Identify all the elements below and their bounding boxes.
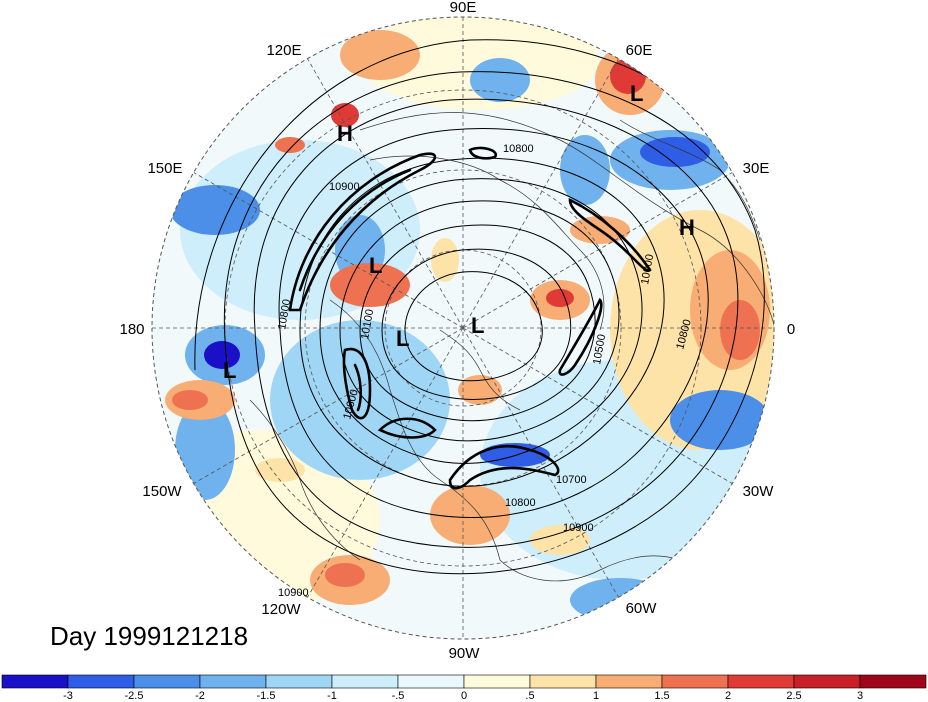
longitude-label-150e: 150E bbox=[147, 160, 182, 177]
low-pressure-marker: L bbox=[630, 81, 643, 106]
contour-label: 10900 bbox=[563, 522, 594, 534]
longitude-label-90w: 90W bbox=[449, 645, 481, 662]
colorbar-tick-label: 1 bbox=[593, 690, 599, 702]
longitude-label-60w: 60W bbox=[626, 600, 658, 617]
colorbar-tick-label: -.5 bbox=[392, 690, 405, 702]
colorbar-swatch bbox=[661, 674, 729, 689]
contour-label: 10000 bbox=[639, 253, 656, 285]
longitude-label-120e: 120E bbox=[266, 42, 301, 59]
colorbar-swatch bbox=[133, 674, 201, 689]
longitude-labels: 90E 60E 30E 0 30W 60W 90W 120W 150W 180 … bbox=[119, 0, 795, 662]
colorbar-tick-label: -2 bbox=[195, 690, 205, 702]
colorbar-swatch bbox=[463, 674, 531, 689]
colorbar-swatch bbox=[265, 674, 333, 689]
colorbar-tick-label: -1.5 bbox=[257, 690, 276, 702]
map-boundary bbox=[151, 16, 775, 640]
colorbar-swatch bbox=[727, 674, 795, 689]
longitude-label-60e: 60E bbox=[626, 42, 653, 59]
contour-label: 10500 bbox=[591, 333, 608, 365]
colorbar-tick-label: 1.5 bbox=[654, 690, 669, 702]
colorbar-tick-label: -2.5 bbox=[125, 690, 144, 702]
date-label: Day 1999121218 bbox=[50, 621, 248, 651]
high-pressure-marker: H bbox=[679, 215, 695, 240]
contour-label: 10900 bbox=[329, 181, 360, 193]
colorbar-tick-label: 3 bbox=[857, 690, 863, 702]
contour-label: 10800 bbox=[505, 497, 536, 509]
longitude-label-120w: 120W bbox=[261, 601, 301, 618]
contour-value-labels: 10800 10900 10800 10700 10800 10900 1090… bbox=[276, 143, 694, 599]
colorbar-swatch bbox=[397, 674, 465, 689]
longitude-label-0: 0 bbox=[787, 321, 795, 338]
low-pressure-marker: L bbox=[369, 253, 382, 278]
colorbar-tick-label: 2 bbox=[725, 690, 731, 702]
colorbar-swatch bbox=[331, 674, 399, 689]
longitude-label-30w: 30W bbox=[743, 483, 775, 500]
low-pressure-marker: L bbox=[223, 358, 236, 383]
contour-label: 10900 bbox=[278, 587, 309, 599]
colorbar: -3 -2.5 -2 -1.5 -1 -.5 0 .5 1 1.5 2 2.5 3 bbox=[1, 674, 927, 702]
jet-contours bbox=[288, 146, 652, 490]
colorbar-swatch bbox=[1, 674, 69, 689]
colorbar-tick-label: -3 bbox=[63, 690, 73, 702]
colorbar-swatch bbox=[793, 674, 861, 689]
contour-label: 10100 bbox=[359, 308, 376, 340]
contour-label: 10800 bbox=[276, 298, 293, 330]
high-pressure-marker: H bbox=[337, 121, 353, 146]
longitude-label-180: 180 bbox=[119, 321, 144, 338]
colorbar-swatch bbox=[595, 674, 663, 689]
colorbar-tick-label: -1 bbox=[327, 690, 337, 702]
longitude-label-150w: 150W bbox=[142, 483, 182, 500]
longitude-label-30e: 30E bbox=[743, 160, 770, 177]
low-pressure-marker: L bbox=[471, 313, 484, 338]
contour-label: 10700 bbox=[556, 474, 587, 486]
colorbar-swatch bbox=[859, 674, 927, 689]
colorbar-swatch bbox=[67, 674, 135, 689]
longitude-label-90e: 90E bbox=[450, 0, 477, 16]
pressure-center-markers: H L H L L L L bbox=[223, 81, 695, 383]
contour-label: 10800 bbox=[503, 143, 534, 155]
colorbar-swatch bbox=[199, 674, 267, 689]
colorbar-tick-label: 0 bbox=[461, 690, 467, 702]
colorbar-tick-label: .5 bbox=[525, 690, 534, 702]
colorbar-tick-label: 2.5 bbox=[786, 690, 801, 702]
low-pressure-marker: L bbox=[396, 326, 409, 351]
colorbar-swatch bbox=[529, 674, 597, 689]
